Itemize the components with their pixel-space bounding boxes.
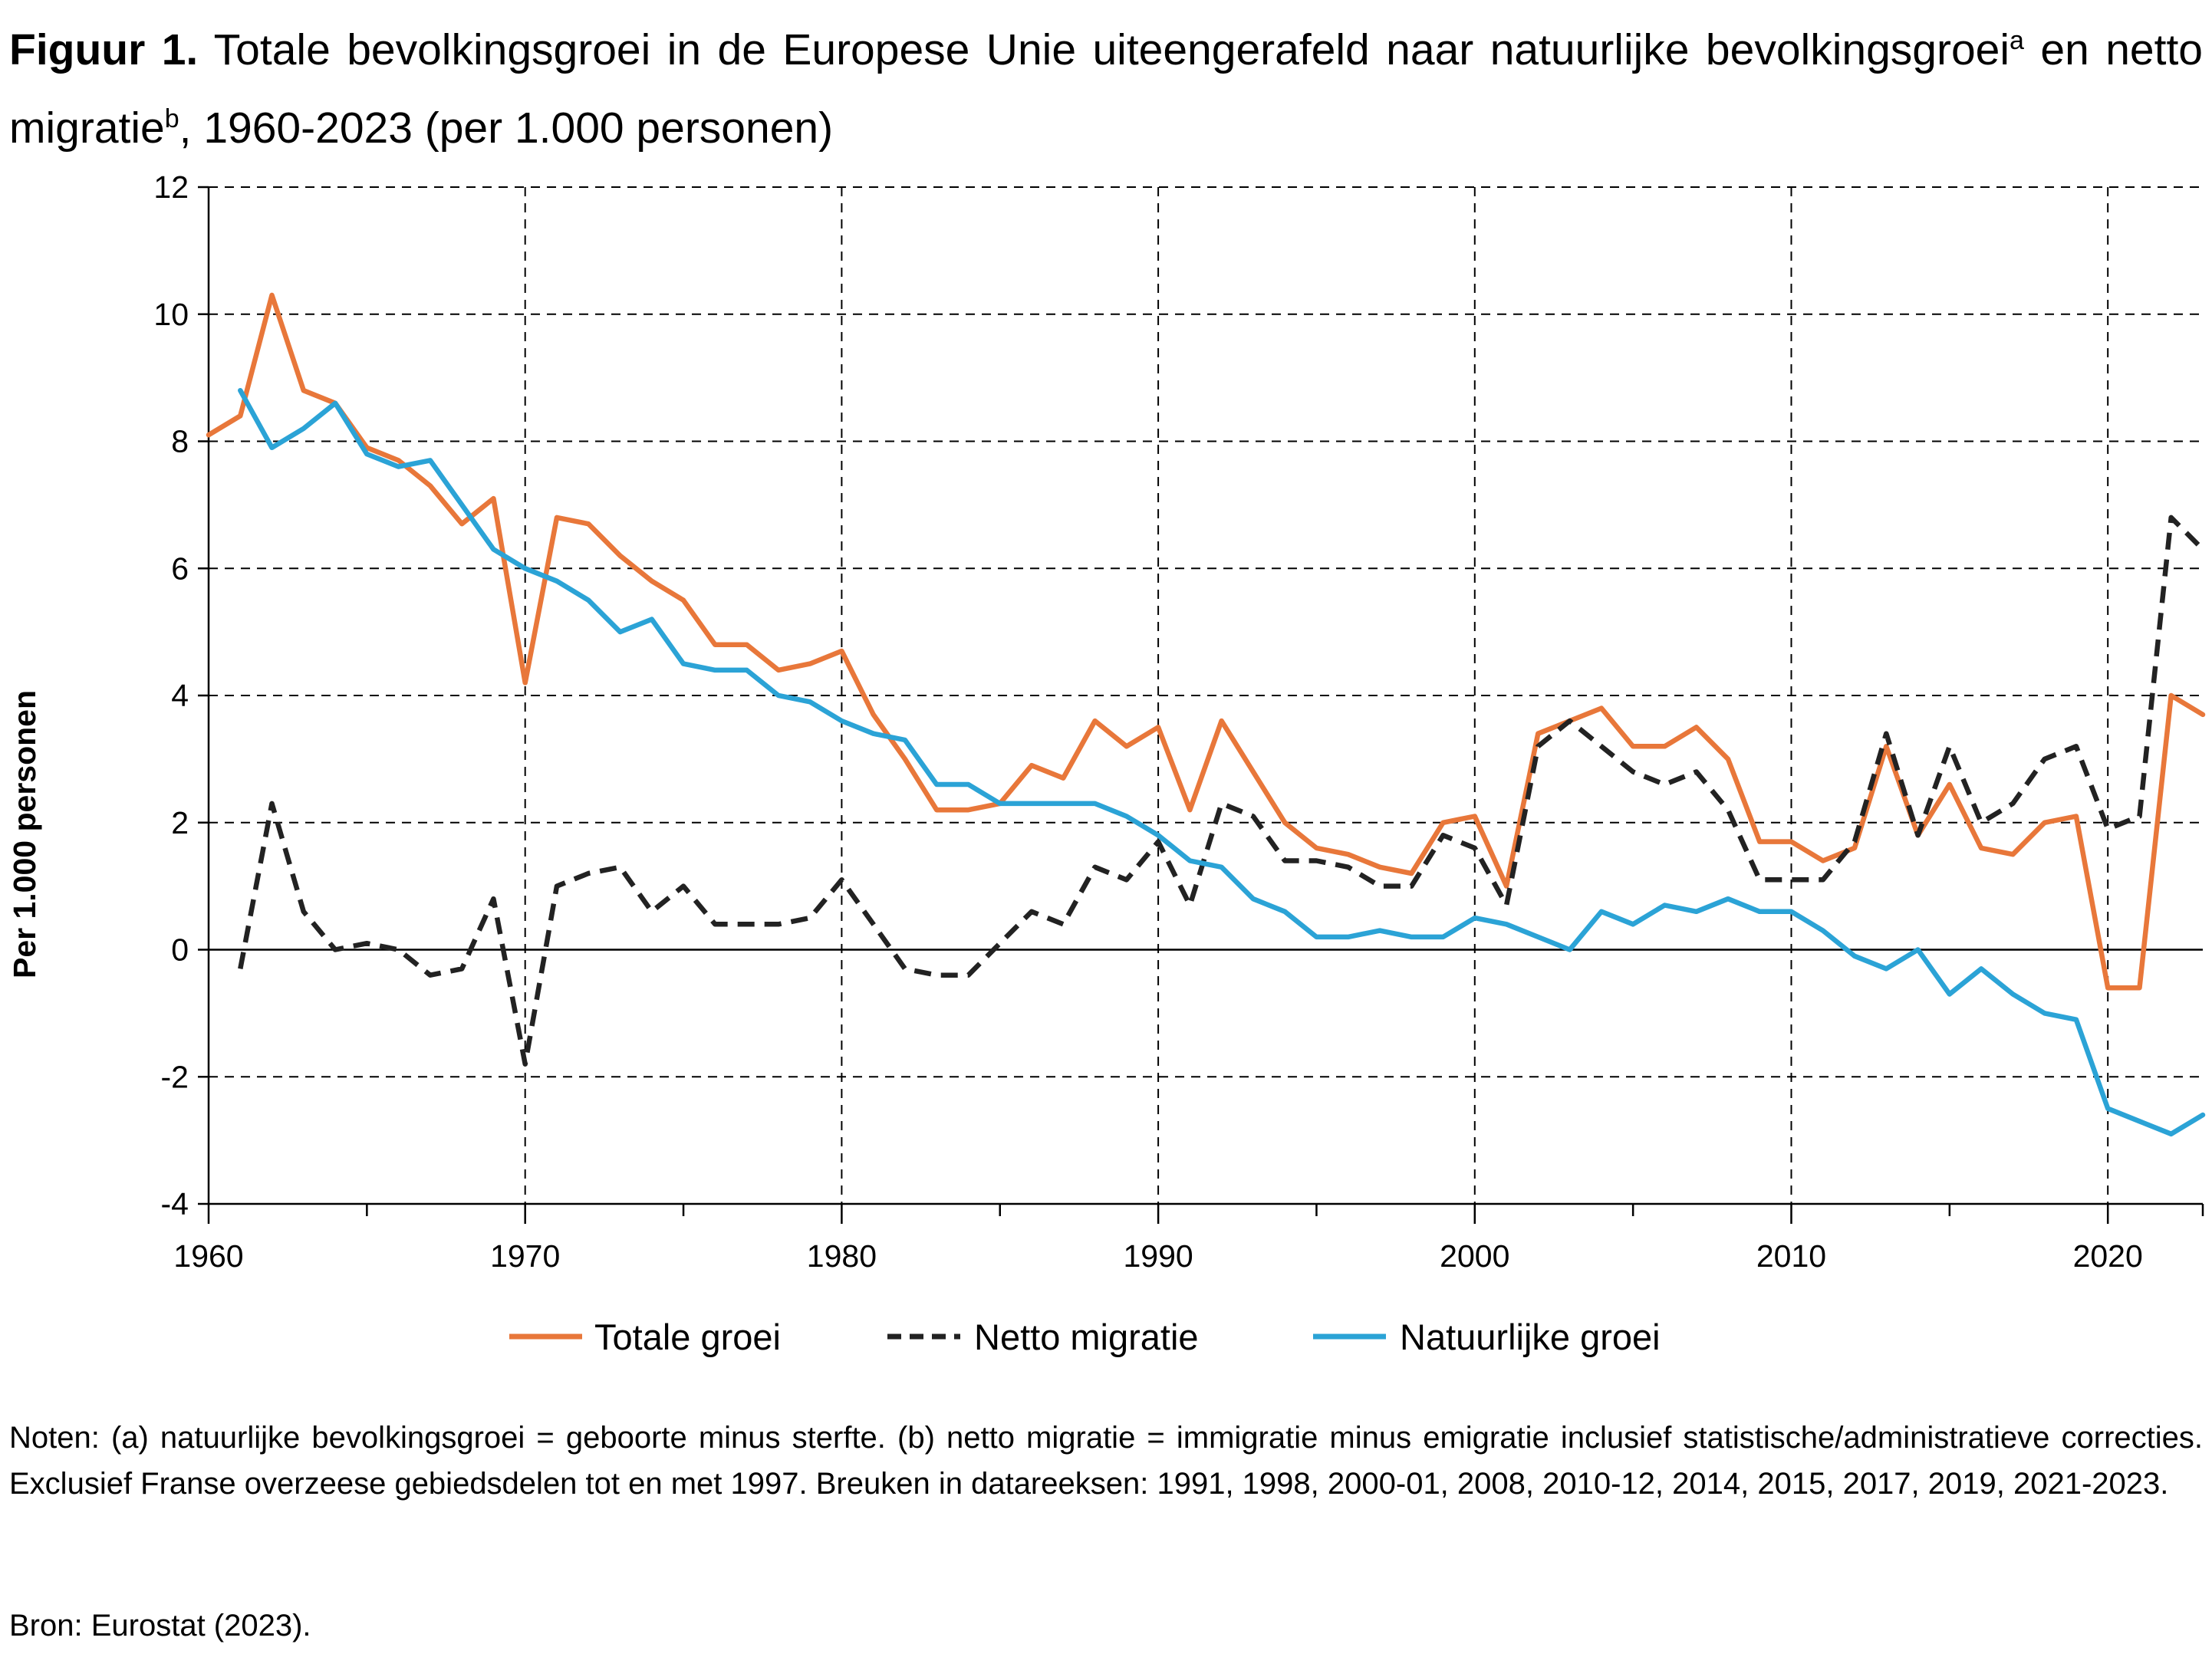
x-tick-label: 1960 <box>173 1238 243 1274</box>
title-sup-b: b <box>164 104 179 133</box>
legend-label-natuurlijke-groei: Natuurlijke groei <box>1400 1317 1661 1357</box>
y-axis-label: Per 1.000 personen <box>7 690 42 978</box>
series-line-natuurlijke-groei <box>238 387 2206 1137</box>
x-tick-label: 1970 <box>490 1238 560 1274</box>
notes-text: Noten: (a) natuurlijke bevolkingsgroei =… <box>9 1421 2203 1501</box>
y-tick-label: 4 <box>171 678 189 713</box>
x-tick-label: 1980 <box>807 1238 877 1274</box>
data-series <box>206 292 2206 1137</box>
legend: Totale groei Netto migratie Natuurlijke gr… <box>509 1317 1661 1357</box>
title-text-3: , 1960-2023 (per 1.000 personen) <box>179 104 834 153</box>
series-line-totale-groei <box>206 292 2206 991</box>
x-tick-label: 2010 <box>1756 1238 1826 1274</box>
grid-lines <box>209 186 2203 1204</box>
tick-labels: -4 -2 0 2 4 6 8 10 12 1960 1970 1980 1990 2000 2010 202… <box>153 169 2142 1274</box>
y-tick-label: 0 <box>171 932 189 968</box>
y-tick-label: -4 <box>161 1186 189 1222</box>
x-tick-label: 1990 <box>1123 1238 1193 1274</box>
y-tick-label: 2 <box>171 805 189 840</box>
figure-label: Figuur 1. <box>9 25 199 74</box>
axes <box>198 186 2204 1224</box>
line-chart: -4 -2 0 2 4 6 8 10 12 1960 1970 1980 1990 2000 2010 202… <box>7 169 2206 1357</box>
title-text-2: en netto migratie <box>9 25 2203 153</box>
series-line-netto-migratie <box>238 515 2205 1067</box>
legend-label-netto-migratie: Netto migratie <box>974 1317 1199 1357</box>
x-tick-label: 2000 <box>1440 1238 1509 1274</box>
y-tick-label: 6 <box>171 551 189 586</box>
figure-title: Figuur 1. Totale bevolkingsgroei in de E… <box>9 6 2203 163</box>
y-tick-label: 12 <box>153 169 189 205</box>
title-sup-a: a <box>2010 26 2024 55</box>
title-text-1: Totale bevolkingsgroei in de Europese Un… <box>198 25 2010 74</box>
x-tick-label: 2020 <box>2073 1238 2143 1274</box>
source-text: Bron: Eurostat (2023). <box>9 1609 311 1642</box>
legend-label-totale-groei: Totale groei <box>594 1317 781 1357</box>
y-tick-label: 8 <box>171 424 189 459</box>
y-tick-label: 10 <box>153 297 189 332</box>
y-tick-label: -2 <box>161 1059 189 1094</box>
